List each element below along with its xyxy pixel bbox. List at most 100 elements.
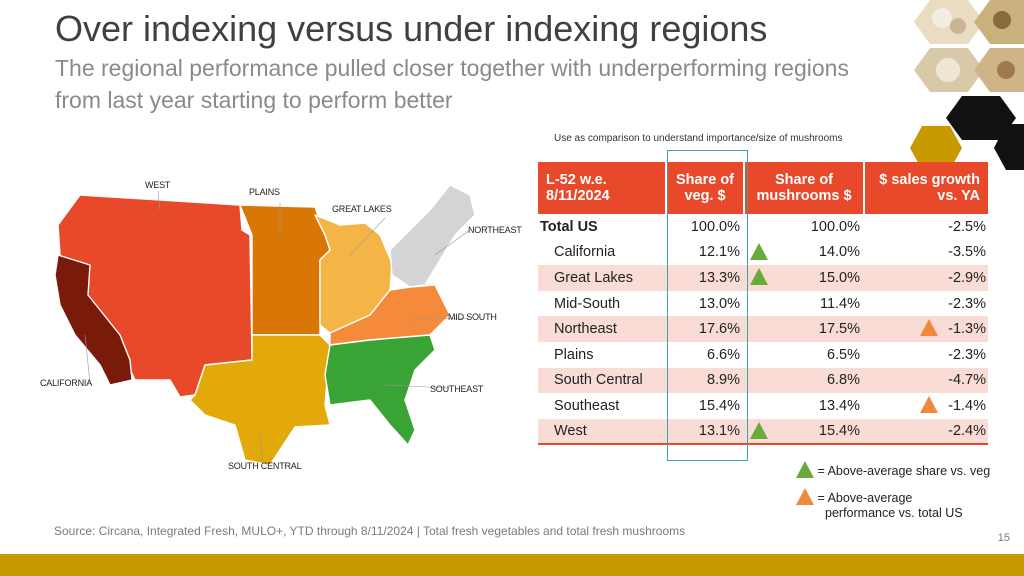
green-triangle-icon xyxy=(750,421,768,439)
row-sales-growth: -2.9% xyxy=(864,265,988,291)
table-row: West 13.1% 15.4% -2.4% xyxy=(538,418,988,446)
row-sales-growth: -1.4% xyxy=(864,393,988,419)
row-region-text: Plains xyxy=(554,346,594,363)
legend-orange: = Above-average performance vs. total US xyxy=(796,488,963,520)
row-mushroom-share: 17.5% xyxy=(744,316,864,342)
legend-green: = Above-average share vs. veg xyxy=(796,461,990,478)
col-header-mushroom-share: Share of mushrooms $ xyxy=(744,162,865,214)
row-region: California xyxy=(538,239,666,266)
row-sales-growth: -3.5% xyxy=(864,239,988,266)
row-sales-growth-text: -1.3% xyxy=(948,321,986,338)
row-sales-growth: -2.4% xyxy=(864,418,988,446)
orange-triangle-icon xyxy=(796,488,814,505)
row-mushroom-share: 6.5% xyxy=(744,341,864,368)
map-region-mid-south xyxy=(329,284,451,346)
orange-triangle-icon xyxy=(920,319,938,337)
comparison-note: Use as comparison to understand importan… xyxy=(554,133,843,144)
row-sales-growth: -2.3% xyxy=(864,290,988,317)
row-mushroom-share-text: 11.4% xyxy=(819,295,860,312)
table-header-row: L-52 w.e. 8/11/2024 Share of veg. $ Shar… xyxy=(538,162,988,214)
table-row-total: Total US 100.0% 100.0% -2.5% xyxy=(538,214,988,240)
row-region-text: West xyxy=(554,423,587,440)
row-veg-share: 13.1% xyxy=(666,418,744,446)
row-sales-growth-text: -2.3% xyxy=(948,295,986,312)
map-label-south-central: SOUTH CENTRAL xyxy=(228,461,302,471)
row-mushroom-share: 15.4% xyxy=(744,418,864,446)
map-region-plains xyxy=(239,204,331,336)
col-header-sales-growth: $ sales growth vs. YA xyxy=(864,162,988,214)
row-mushroom-share-text: 6.8% xyxy=(826,372,860,389)
legend-orange-label-2: performance vs. total US xyxy=(825,506,963,520)
green-triangle-icon xyxy=(796,461,814,478)
table-row: Plains 6.6% 6.5% -2.3% xyxy=(538,341,988,368)
row-sales-growth: -4.7% xyxy=(864,367,988,394)
map-label-california: CALIFORNIA xyxy=(40,378,93,388)
row-mushroom-share-text: 15.4% xyxy=(818,423,860,440)
row-veg-share-text: 17.6% xyxy=(698,321,740,338)
row-mushroom-share-text: 13.4% xyxy=(818,397,860,414)
table-row: Mid-South 13.0% 11.4% -2.3% xyxy=(538,290,988,317)
row-region: West xyxy=(538,418,666,446)
table-row: Great Lakes 13.3% 15.0% -2.9% xyxy=(538,265,988,291)
col-header-period: L-52 w.e. 8/11/2024 xyxy=(538,162,667,214)
row-veg-share: 8.9% xyxy=(666,367,744,394)
row-mushroom-share: 13.4% xyxy=(744,393,864,419)
row-veg-share: 100.0% xyxy=(666,214,744,240)
map-label-northeast: NORTHEAST xyxy=(468,225,522,235)
map-label-west: WEST xyxy=(145,180,171,190)
row-region-text: South Central xyxy=(554,372,643,389)
green-triangle-icon xyxy=(750,242,768,260)
map-region-california xyxy=(54,254,133,386)
row-veg-share-text: 12.1% xyxy=(698,244,740,261)
row-mushroom-share-text: 14.0% xyxy=(818,244,860,261)
row-veg-share-text: 15.4% xyxy=(698,397,740,414)
row-region: Plains xyxy=(538,341,666,368)
row-region: Northeast xyxy=(538,316,666,342)
row-sales-growth-text: -2.3% xyxy=(948,346,986,363)
row-sales-growth: -2.5% xyxy=(864,214,988,240)
row-veg-share-text: 8.9% xyxy=(706,372,740,389)
veg-share-highlight-box xyxy=(667,150,748,461)
row-mushroom-share: 6.8% xyxy=(744,367,864,394)
map-label-mid-south: MID SOUTH xyxy=(448,312,497,322)
row-region-text: California xyxy=(554,244,616,261)
col-header-veg-share: Share of veg. $ xyxy=(666,162,745,214)
row-sales-growth-text: -2.9% xyxy=(948,269,986,286)
row-region-text: Northeast xyxy=(554,321,617,338)
green-triangle-icon xyxy=(750,268,768,286)
row-region: Mid-South xyxy=(538,290,666,317)
table-row: California 12.1% 14.0% -3.5% xyxy=(538,239,988,266)
regional-share-table: L-52 w.e. 8/11/2024 Share of veg. $ Shar… xyxy=(538,162,988,446)
row-veg-share: 6.6% xyxy=(666,341,744,368)
row-veg-share: 15.4% xyxy=(666,393,744,419)
row-veg-share-text: 13.3% xyxy=(698,269,740,286)
row-region-text: Great Lakes xyxy=(554,269,633,286)
hexagon-photo-collage xyxy=(910,0,1024,170)
table-row: Northeast 17.6% 17.5% -1.3% xyxy=(538,316,988,342)
row-veg-share: 12.1% xyxy=(666,239,744,266)
table-row: Southeast 15.4% 13.4% -1.4% xyxy=(538,393,988,419)
map-region-northeast xyxy=(389,184,476,288)
map-label-southeast: SOUTHEAST xyxy=(430,384,484,394)
orange-triangle-icon xyxy=(920,396,938,414)
legend-green-label: = Above-average share vs. veg xyxy=(817,464,991,478)
row-region: Great Lakes xyxy=(538,265,666,291)
map-label-great-lakes: GREAT LAKES xyxy=(332,204,392,214)
row-veg-share-text: 13.0% xyxy=(698,295,740,312)
row-sales-growth: -2.3% xyxy=(864,341,988,368)
row-sales-growth-text: -4.7% xyxy=(948,372,986,389)
row-sales-growth-text: -3.5% xyxy=(948,244,986,261)
row-veg-share: 13.3% xyxy=(666,265,744,291)
row-veg-share: 17.6% xyxy=(666,316,744,342)
row-region: South Central xyxy=(538,367,666,394)
row-sales-growth-text: -2.4% xyxy=(948,423,986,440)
row-sales-growth-text: -1.4% xyxy=(948,397,986,414)
row-veg-share-text: 13.1% xyxy=(698,423,740,440)
footer-bar xyxy=(0,554,1024,576)
row-region: Southeast xyxy=(538,393,666,419)
row-region-text: Southeast xyxy=(554,397,620,414)
row-mushroom-share: 100.0% xyxy=(744,214,864,240)
row-mushroom-share: 14.0% xyxy=(744,239,864,266)
row-region-text: Mid-South xyxy=(554,295,621,312)
row-mushroom-share-text: 6.5% xyxy=(826,346,860,363)
